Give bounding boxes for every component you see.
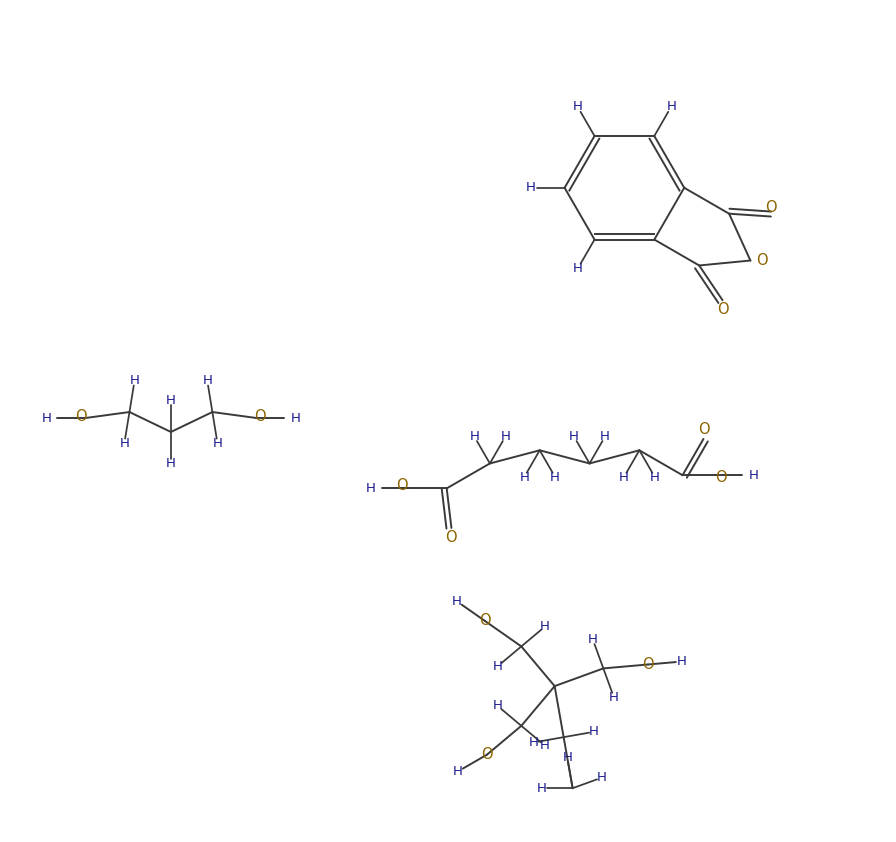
Text: H: H (588, 633, 598, 646)
Text: H: H (130, 374, 140, 387)
Text: H: H (366, 482, 376, 495)
Text: H: H (676, 655, 686, 668)
Text: H: H (667, 100, 676, 113)
Text: H: H (529, 736, 538, 749)
Text: O: O (756, 253, 768, 268)
Text: O: O (481, 747, 493, 762)
Text: H: H (619, 471, 629, 483)
Text: H: H (569, 430, 579, 443)
Text: H: H (550, 471, 560, 483)
Text: O: O (698, 422, 710, 436)
Text: H: H (119, 437, 129, 450)
Text: O: O (254, 408, 266, 424)
Text: H: H (493, 700, 503, 712)
Text: O: O (75, 408, 87, 424)
Text: H: H (212, 437, 222, 450)
Text: H: H (493, 660, 503, 673)
Text: H: H (470, 430, 479, 443)
Text: H: H (452, 594, 461, 608)
Text: O: O (717, 301, 728, 317)
Text: H: H (540, 739, 550, 752)
Text: H: H (573, 100, 582, 113)
Text: H: H (500, 430, 510, 443)
Text: H: H (166, 457, 176, 471)
Text: H: H (166, 393, 176, 407)
Text: H: H (650, 471, 659, 483)
Text: H: H (609, 691, 619, 704)
Text: H: H (452, 765, 462, 778)
Text: O: O (445, 530, 457, 546)
Text: O: O (396, 478, 408, 493)
Text: H: H (520, 471, 530, 483)
Text: H: H (573, 263, 582, 275)
Text: H: H (590, 725, 599, 738)
Text: H: H (526, 181, 536, 195)
Text: H: H (597, 771, 607, 784)
Text: H: H (202, 374, 212, 387)
Text: O: O (765, 200, 777, 215)
Text: H: H (600, 430, 610, 443)
Text: H: H (748, 469, 758, 482)
Text: H: H (563, 751, 573, 765)
Text: H: H (540, 620, 550, 633)
Text: O: O (716, 470, 728, 485)
Text: O: O (478, 613, 490, 628)
Text: H: H (41, 412, 51, 424)
Text: O: O (642, 657, 654, 672)
Text: H: H (290, 412, 300, 424)
Text: H: H (537, 781, 547, 795)
